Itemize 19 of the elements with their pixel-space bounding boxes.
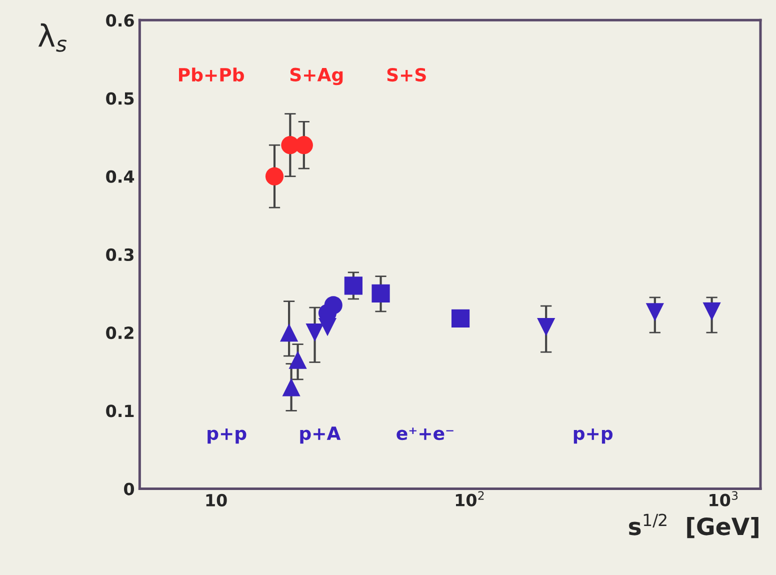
y-tick-label: 0.2 (106, 326, 134, 340)
x-tick-label: 10 (206, 494, 227, 507)
y-tick-label: 0 (124, 482, 134, 496)
y-tick-label: 0.3 (106, 248, 134, 262)
annotation: e⁺+e⁻ (396, 428, 454, 440)
annotation: S+Ag (290, 68, 343, 86)
y-tick-label: 0.5 (106, 92, 134, 105)
annotation: S+S (387, 68, 426, 82)
annotation: p+A (300, 426, 341, 444)
annotation: Pb+Pb (179, 68, 244, 82)
x-tick-label: 10$^{3}$ (710, 491, 738, 506)
y-axis-title: λ$_{s}$ (38, 23, 67, 52)
x-tick-label: 10$^{2}$ (456, 491, 484, 506)
y-tick-label: 0.6 (106, 14, 134, 27)
y-tick-label: 0.1 (106, 404, 134, 418)
annotation: p+p (208, 428, 246, 444)
text: s$^{1/2}$ [GeV] (629, 514, 758, 538)
annotation: p+p (574, 428, 613, 444)
y-tick-label: 0.4 (106, 170, 134, 183)
